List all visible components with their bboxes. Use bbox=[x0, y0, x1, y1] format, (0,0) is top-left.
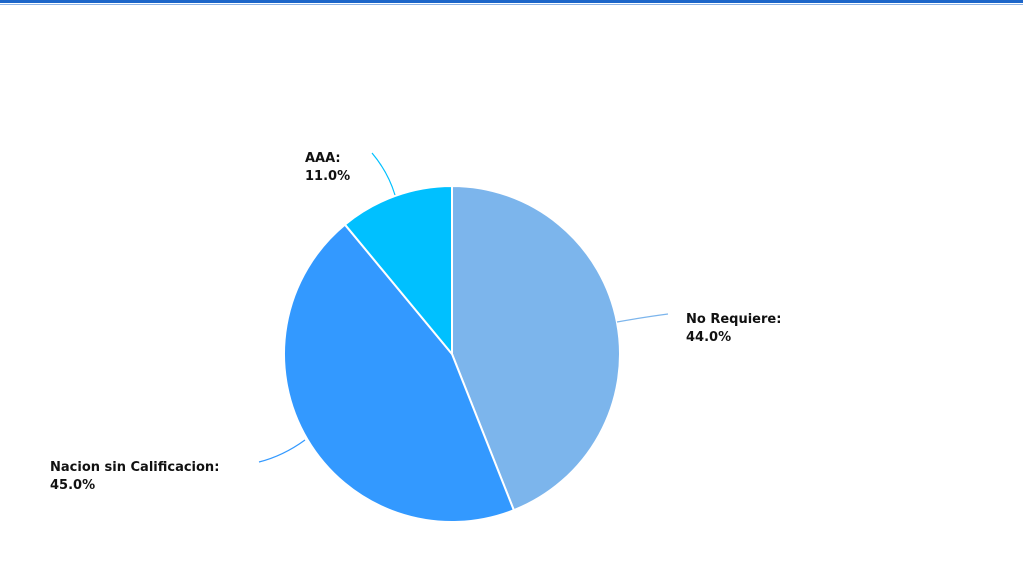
connector-nacion-sin-calificacion bbox=[258, 439, 306, 463]
pie-slices bbox=[283, 185, 621, 523]
slice-label-name: No Requiere: bbox=[686, 312, 781, 327]
slice-labels: No Requiere: 44.0% Nacion sin Calificacion… bbox=[50, 151, 781, 493]
connector-no-requiere bbox=[616, 313, 669, 323]
slice-label-value: 45.0% bbox=[50, 478, 95, 493]
top-border-line bbox=[0, 0, 1023, 3]
pie-slice-no-requiere[interactable] bbox=[451, 185, 621, 512]
slice-label-value: 11.0% bbox=[305, 169, 350, 184]
slice-label-value: 44.0% bbox=[686, 330, 731, 345]
slice-label-name: AAA: bbox=[305, 151, 341, 166]
top-border bbox=[0, 0, 1023, 6]
pie-slice-aaa[interactable] bbox=[343, 185, 453, 355]
slice-label-aaa: AAA: 11.0% bbox=[305, 151, 350, 184]
top-border-line-light bbox=[0, 4, 1023, 5]
pie-slice-nacion-sin-calificacion[interactable] bbox=[283, 223, 515, 523]
slice-label-name: Nacion sin Calificacion: bbox=[50, 460, 219, 475]
connector-aaa bbox=[371, 152, 396, 196]
slice-label-no-requiere: No Requiere: 44.0% bbox=[686, 312, 781, 345]
slice-label-nacion-sin-calificacion: Nacion sin Calificacion: 45.0% bbox=[50, 460, 219, 493]
label-connectors bbox=[258, 152, 669, 463]
